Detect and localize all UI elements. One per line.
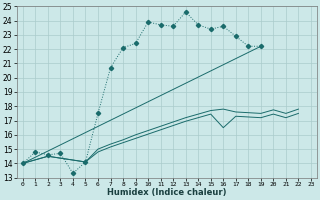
X-axis label: Humidex (Indice chaleur): Humidex (Indice chaleur) — [107, 188, 227, 197]
